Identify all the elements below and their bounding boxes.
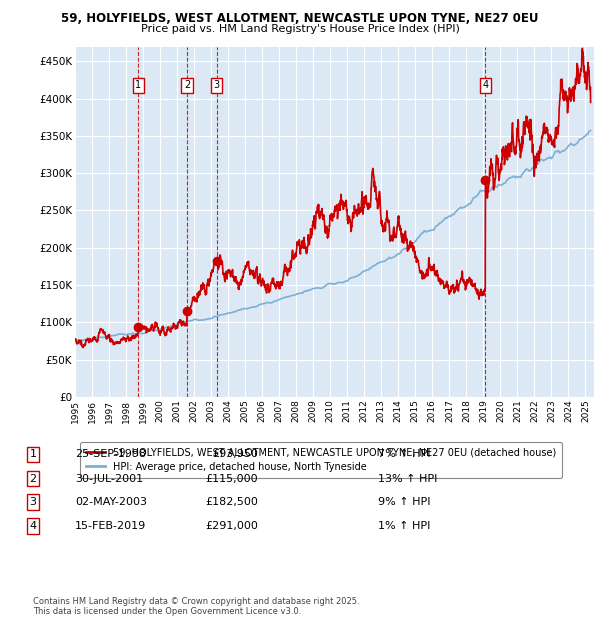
Text: 4: 4 <box>482 80 488 91</box>
Text: 2: 2 <box>29 474 37 484</box>
Text: 15-FEB-2019: 15-FEB-2019 <box>75 521 146 531</box>
Text: 1% ↑ HPI: 1% ↑ HPI <box>378 521 430 531</box>
Text: £115,000: £115,000 <box>205 474 258 484</box>
Text: 30-JUL-2001: 30-JUL-2001 <box>75 474 143 484</box>
Text: 9% ↑ HPI: 9% ↑ HPI <box>378 497 431 507</box>
Text: 7% ↑ HPI: 7% ↑ HPI <box>378 450 431 459</box>
Text: This data is licensed under the Open Government Licence v3.0.: This data is licensed under the Open Gov… <box>33 607 301 616</box>
Text: 13% ↑ HPI: 13% ↑ HPI <box>378 474 437 484</box>
Text: Contains HM Land Registry data © Crown copyright and database right 2025.: Contains HM Land Registry data © Crown c… <box>33 597 359 606</box>
Text: 02-MAY-2003: 02-MAY-2003 <box>75 497 147 507</box>
Text: 1: 1 <box>29 450 37 459</box>
Text: 4: 4 <box>29 521 37 531</box>
Text: 25-SEP-1998: 25-SEP-1998 <box>75 450 146 459</box>
Text: 1: 1 <box>136 80 142 91</box>
Text: £93,950: £93,950 <box>212 450 258 459</box>
Text: 59, HOLYFIELDS, WEST ALLOTMENT, NEWCASTLE UPON TYNE, NE27 0EU: 59, HOLYFIELDS, WEST ALLOTMENT, NEWCASTL… <box>61 12 539 25</box>
Text: Price paid vs. HM Land Registry's House Price Index (HPI): Price paid vs. HM Land Registry's House … <box>140 24 460 33</box>
Text: £291,000: £291,000 <box>205 521 258 531</box>
Text: £182,500: £182,500 <box>205 497 258 507</box>
Text: 3: 3 <box>29 497 37 507</box>
Text: 3: 3 <box>214 80 220 91</box>
Legend: 59, HOLYFIELDS, WEST ALLOTMENT, NEWCASTLE UPON TYNE, NE27 0EU (detached house), : 59, HOLYFIELDS, WEST ALLOTMENT, NEWCASTL… <box>80 442 562 477</box>
Text: 2: 2 <box>184 80 190 91</box>
